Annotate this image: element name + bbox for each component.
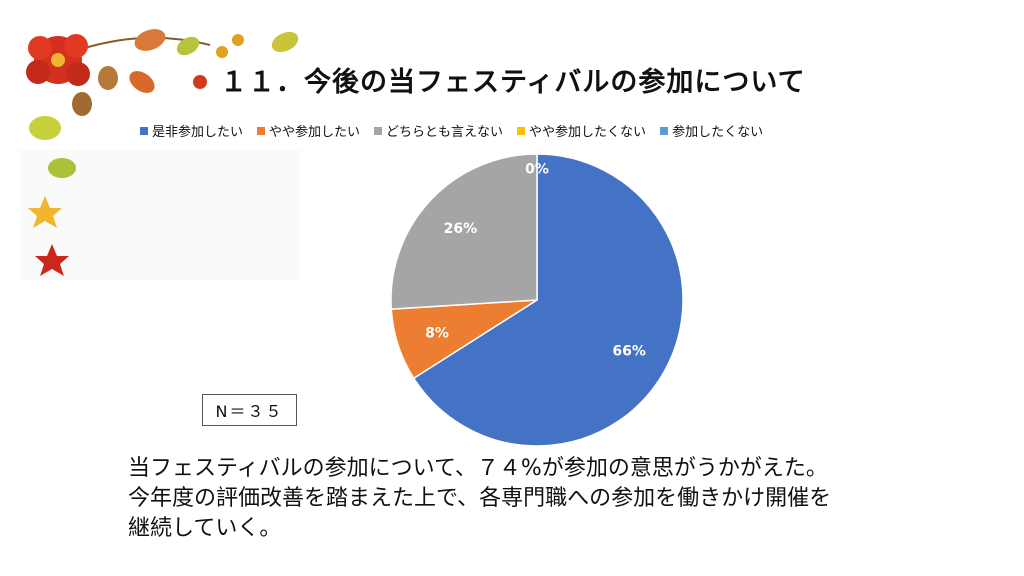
pie-data-label: 66%	[612, 344, 646, 360]
legend-label: 参加したくない	[672, 125, 764, 140]
legend-swatch	[660, 126, 669, 135]
legend-label: やや参加したい	[269, 125, 361, 140]
chart-legend: 是非参加したい やや参加したい どちらとも言えない やや参加したくない 参加したくない	[140, 121, 763, 140]
legend-item: やや参加したくない	[517, 121, 646, 140]
legend-label: やや参加したくない	[529, 125, 647, 140]
summary-line: 今年度の評価改善を踏まえた上で、各専門職への参加を働きかけ開催を	[128, 486, 832, 511]
legend-swatch	[517, 126, 526, 135]
berry-icon	[193, 75, 207, 89]
pie-chart: 66% 8% 26% 0%	[390, 153, 684, 447]
acorn-icon	[72, 92, 92, 116]
legend-swatch	[257, 126, 266, 135]
summary-line: 継続していく。	[128, 516, 282, 541]
legend-item: 是非参加したい	[140, 121, 243, 140]
leaf-icon	[48, 158, 76, 178]
legend-item: どちらとも言えない	[374, 121, 503, 140]
maple-leaf-icon	[35, 244, 69, 276]
legend-swatch	[374, 126, 383, 135]
leaf-icon	[176, 36, 200, 56]
berry-icon	[232, 34, 244, 46]
pie-data-label: 0%	[525, 162, 549, 178]
pie-slice	[412, 153, 684, 447]
sample-size-box: N＝３５	[202, 394, 297, 426]
berry-icon	[216, 46, 228, 58]
leaf-icon	[129, 71, 155, 93]
page-title: １１．今後の当フェスティバルの参加について	[220, 67, 806, 98]
pie-data-label: 8%	[425, 325, 449, 341]
legend-item: 参加したくない	[660, 121, 763, 140]
leaf-icon	[271, 31, 299, 53]
legend-item: やや参加したい	[257, 121, 360, 140]
legend-label: どちらとも言えない	[386, 125, 504, 140]
summary-line: 当フェスティバルの参加について、７４%が参加の意思がうかがえた。	[128, 456, 828, 481]
legend-swatch	[140, 126, 148, 135]
maple-leaf-icon	[28, 196, 62, 228]
acorn-icon	[98, 66, 118, 90]
autumn-leaves-decoration	[20, 29, 300, 280]
leaf-icon	[134, 29, 166, 51]
leaf-icon	[29, 116, 61, 140]
pie-slice	[390, 153, 538, 310]
legend-label: 是非参加したい	[152, 125, 244, 140]
summary-text: 当フェスティバルの参加について、７４%が参加の意思がうかがえた。 今年度の評価改…	[128, 454, 988, 544]
red-flower-icon	[26, 34, 90, 86]
pie-data-label: 26%	[444, 221, 478, 237]
